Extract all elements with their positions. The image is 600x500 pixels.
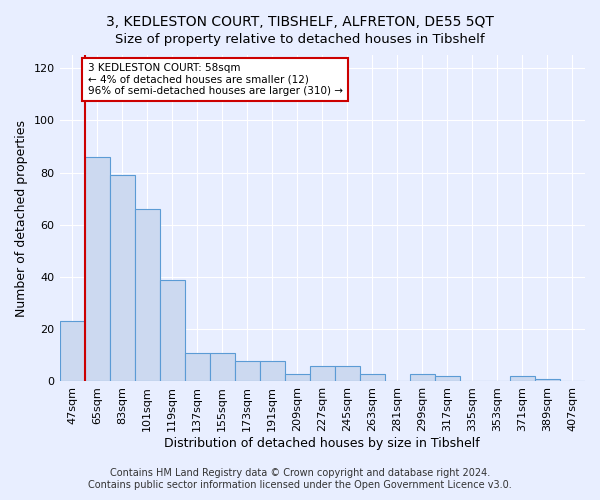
- Bar: [160, 280, 185, 382]
- Bar: [510, 376, 535, 382]
- Bar: [134, 209, 160, 382]
- Text: 3 KEDLESTON COURT: 58sqm
← 4% of detached houses are smaller (12)
96% of semi-de: 3 KEDLESTON COURT: 58sqm ← 4% of detache…: [88, 63, 343, 96]
- X-axis label: Distribution of detached houses by size in Tibshelf: Distribution of detached houses by size …: [164, 437, 480, 450]
- Bar: [360, 374, 385, 382]
- Bar: [185, 352, 209, 382]
- Bar: [85, 157, 110, 382]
- Bar: [209, 352, 235, 382]
- Bar: [235, 360, 260, 382]
- Bar: [285, 374, 310, 382]
- Bar: [110, 175, 134, 382]
- Y-axis label: Number of detached properties: Number of detached properties: [15, 120, 28, 316]
- Text: Size of property relative to detached houses in Tibshelf: Size of property relative to detached ho…: [115, 32, 485, 46]
- Bar: [260, 360, 285, 382]
- Bar: [335, 366, 360, 382]
- Bar: [59, 322, 85, 382]
- Bar: [310, 366, 335, 382]
- Bar: [435, 376, 460, 382]
- Bar: [410, 374, 435, 382]
- Text: Contains HM Land Registry data © Crown copyright and database right 2024.
Contai: Contains HM Land Registry data © Crown c…: [88, 468, 512, 490]
- Bar: [535, 379, 560, 382]
- Text: 3, KEDLESTON COURT, TIBSHELF, ALFRETON, DE55 5QT: 3, KEDLESTON COURT, TIBSHELF, ALFRETON, …: [106, 15, 494, 29]
